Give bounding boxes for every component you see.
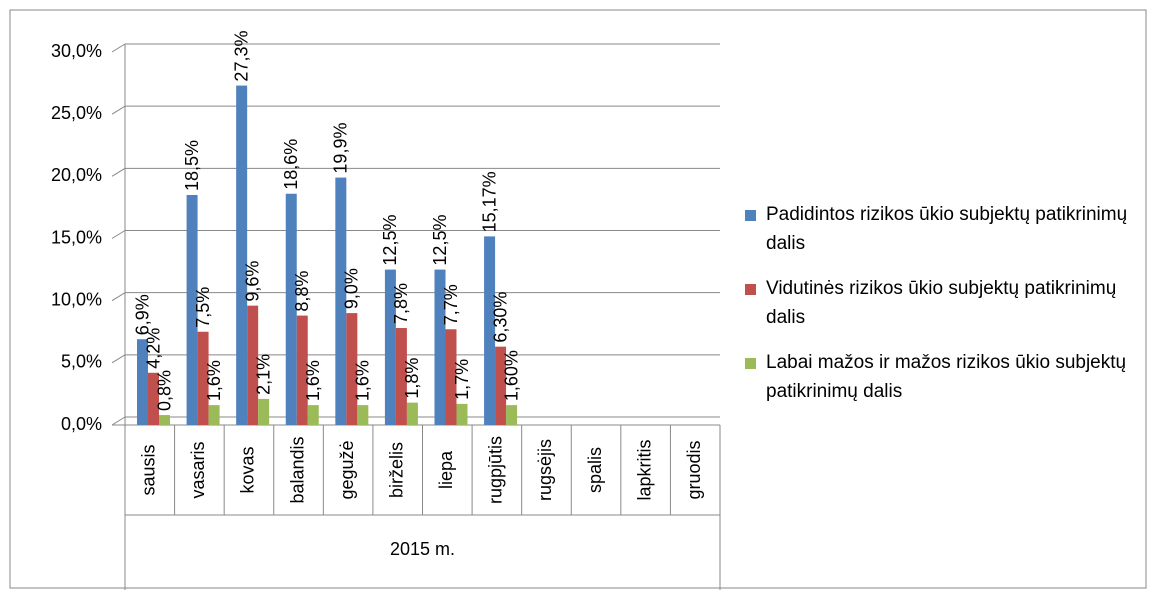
data-label: 15,17% — [479, 171, 499, 232]
bar — [296, 315, 308, 425]
grid-line — [111, 167, 126, 177]
bar — [236, 85, 248, 425]
data-label: 8,8% — [292, 271, 312, 312]
data-label: 18,6% — [281, 139, 301, 190]
legend: Padidintos rizikos ūkio subjektų patikri… — [745, 200, 1145, 422]
bar — [506, 405, 518, 425]
bar — [484, 236, 496, 425]
y-tick-label: 20,0% — [51, 165, 102, 185]
data-label: 0,8% — [154, 370, 174, 411]
x-tick-label: lapkritis — [634, 439, 654, 500]
data-label: 1,8% — [402, 358, 422, 399]
legend-entry: Padidintos rizikos ūkio subjektų patikri… — [745, 200, 1145, 258]
grid-line — [111, 43, 126, 53]
bar — [148, 372, 159, 425]
y-tick-label: 0,0% — [61, 414, 102, 434]
legend-label: Padidintos rizikos ūkio subjektų patikri… — [766, 204, 1128, 254]
data-label: 1,6% — [303, 360, 323, 401]
grid-line — [111, 230, 126, 239]
data-label: 4,2% — [143, 328, 163, 369]
bar — [434, 269, 446, 425]
y-tick-label: 30,0% — [51, 41, 102, 61]
y-tick-label: 15,0% — [51, 227, 102, 247]
data-label: 1,6% — [353, 360, 373, 401]
data-label: 7,5% — [193, 287, 213, 328]
x-tick-label: rugsėjis — [535, 439, 555, 501]
x-tick-label: gegužė — [337, 440, 357, 499]
grid-line — [111, 354, 126, 364]
bar — [208, 405, 220, 425]
x-tick-label: rugpjūtis — [486, 436, 506, 504]
data-label: 19,9% — [331, 123, 351, 174]
x-tick-label: gruodis — [684, 440, 704, 499]
bar — [384, 269, 396, 425]
bar — [395, 328, 407, 425]
legend-entry: Labai mažos ir mažos rizikos ūkio subjek… — [745, 348, 1145, 406]
bar — [137, 339, 148, 425]
data-label: 12,5% — [380, 215, 400, 266]
bar — [456, 403, 468, 425]
bar — [406, 402, 418, 425]
grid-line — [111, 292, 126, 302]
data-label: 1,7% — [452, 359, 472, 400]
bar — [307, 405, 319, 425]
grid-line — [111, 105, 126, 115]
data-label: 9,0% — [342, 268, 362, 309]
legend-swatch — [745, 210, 756, 221]
x-tick-label: vasaris — [188, 441, 208, 498]
data-label: 1,6% — [204, 360, 224, 401]
x-tick-label: liepa — [436, 450, 456, 489]
data-label: 7,8% — [391, 283, 411, 324]
bar — [247, 305, 259, 425]
bar — [159, 415, 170, 425]
data-label: 7,7% — [441, 284, 461, 325]
x-tick-label: sausis — [139, 444, 159, 495]
data-label: 2,1% — [253, 354, 273, 395]
data-label: 6,30% — [490, 292, 510, 343]
y-tick-label: 25,0% — [51, 103, 102, 123]
grid-line — [111, 416, 126, 426]
bar — [357, 405, 369, 425]
data-label: 12,5% — [430, 215, 450, 266]
y-tick-label: 5,0% — [61, 352, 102, 372]
x-tick-label: kovas — [238, 446, 258, 493]
x-tick-label: balandis — [287, 436, 307, 503]
bar — [335, 177, 347, 425]
legend-label: Vidutinės rizikos ūkio subjektų patikrin… — [766, 278, 1117, 328]
data-label: 6,9% — [132, 294, 152, 335]
legend-swatch — [745, 358, 756, 369]
bar — [197, 331, 209, 425]
chart-border — [9, 9, 1147, 589]
x-tick-label: birželis — [386, 442, 406, 498]
legend-label: Labai mažos ir mažos rizikos ūkio subjek… — [766, 352, 1127, 402]
bar — [445, 329, 457, 425]
x-tick-label: spalis — [585, 447, 605, 493]
data-label: 9,6% — [242, 261, 262, 302]
y-tick-label: 10,0% — [51, 289, 102, 309]
group-label: 2015 m. — [390, 539, 455, 559]
bar — [495, 346, 507, 425]
legend-swatch — [745, 284, 756, 295]
data-label: 1,60% — [501, 350, 521, 401]
bar — [285, 193, 297, 425]
bar — [258, 398, 270, 425]
data-label: 18,5% — [182, 140, 202, 191]
legend-entry: Vidutinės rizikos ūkio subjektų patikrin… — [745, 274, 1145, 332]
bar — [346, 313, 358, 425]
data-label: 27,3% — [231, 31, 251, 82]
bar — [186, 194, 198, 425]
